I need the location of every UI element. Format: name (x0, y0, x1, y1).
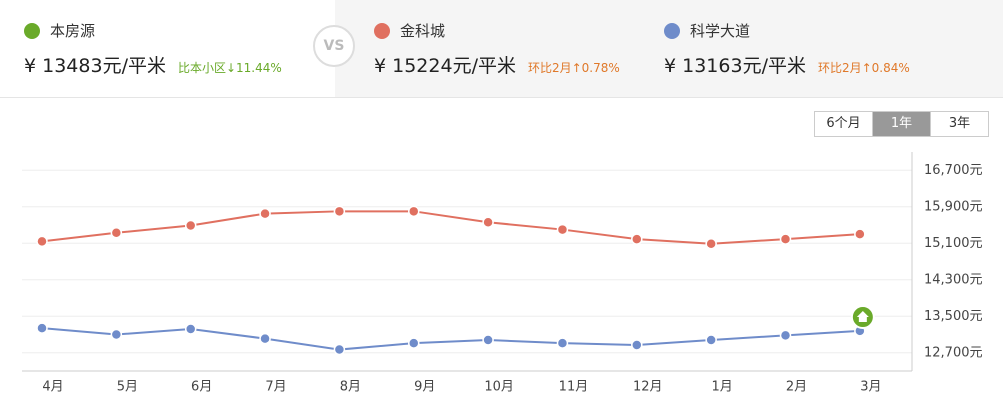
item-dot (664, 22, 680, 39)
legend-item: 科学大道 ¥ 13163元/平米 环比2月↑0.84% (664, 20, 910, 78)
range-button[interactable]: 1年 (872, 112, 930, 136)
data-point (259, 207, 271, 220)
item-name-row: 金科城 (374, 20, 620, 41)
data-point (408, 337, 420, 349)
y-tick-label: 15,900元 (924, 199, 983, 214)
item-dot (24, 22, 40, 39)
range-buttons: 6个月 1年 3年 (814, 111, 989, 137)
home-icon (856, 311, 869, 323)
item-price: ¥ 15224元/平米 (374, 55, 516, 77)
item-change: 环比2月↑0.84% (817, 61, 910, 75)
item-price: ¥ 13163元/平米 (664, 55, 806, 77)
item-price-row: ¥ 13483元/平米 比本小区↓11.44% (24, 51, 282, 78)
x-tick-label: 3月 (860, 380, 881, 395)
x-tick-label: 6月 (191, 380, 212, 395)
y-tick-label: 12,700元 (924, 345, 983, 360)
data-point (36, 322, 48, 334)
data-point (184, 219, 197, 232)
data-point (36, 235, 48, 248)
data-point (705, 334, 717, 346)
data-point (333, 205, 346, 218)
data-point (556, 337, 569, 349)
data-point (631, 339, 643, 351)
item-name-row: 科学大道 (664, 20, 910, 41)
data-point (110, 328, 123, 341)
x-tick-label: 5月 (117, 380, 138, 395)
data-point (482, 216, 494, 229)
item-name-row: 本房源 (24, 20, 282, 41)
header (0, 0, 1003, 98)
item-dot (374, 22, 390, 39)
x-tick-label: 12月 (633, 380, 663, 395)
data-point (259, 332, 271, 345)
series-line (41, 210, 860, 245)
item-price-row: ¥ 13163元/平米 环比2月↑0.84% (664, 51, 910, 78)
item-change: 环比2月↑0.78% (527, 61, 620, 75)
item-price-row: ¥ 15224元/平米 环比2月↑0.78% (374, 51, 620, 78)
item-change: 比本小区↓11.44% (177, 61, 282, 75)
x-tick-label: 7月 (265, 380, 286, 395)
data-point (408, 205, 420, 218)
data-point (482, 334, 494, 346)
item-price: ¥ 13483元/平米 (24, 55, 166, 77)
item-name: 科学大道 (690, 22, 751, 40)
x-tick-label: 8月 (340, 380, 361, 395)
series-line (41, 327, 860, 351)
x-tick-label: 11月 (559, 380, 589, 395)
data-point (184, 323, 197, 335)
header-left (0, 0, 335, 97)
x-tick-label: 10月 (484, 380, 514, 395)
y-tick-label: 13,500元 (924, 309, 983, 324)
x-tick-label: 9月 (414, 380, 435, 395)
data-point (854, 228, 866, 240)
data-point (110, 227, 123, 239)
x-tick-label: 1月 (712, 380, 733, 395)
y-tick-label: 16,700元 (924, 163, 983, 178)
item-name: 金科城 (400, 22, 446, 40)
y-tick-label: 15,100元 (924, 236, 983, 251)
data-point (631, 233, 643, 245)
data-point (556, 223, 569, 236)
data-point (705, 237, 717, 250)
legend-item: 金科城 ¥ 15224元/平米 环比2月↑0.78% (374, 20, 620, 78)
item-name: 本房源 (50, 22, 96, 40)
x-tick-label: 2月 (786, 380, 807, 395)
data-point (779, 329, 792, 342)
range-button[interactable]: 6个月 (815, 112, 872, 136)
legend-item: 本房源 ¥ 13483元/平米 比本小区↓11.44% (24, 20, 282, 78)
data-point (779, 233, 792, 245)
x-tick-label: 4月 (42, 380, 63, 395)
vs-badge: VS (313, 25, 355, 67)
data-point (333, 343, 346, 356)
range-button[interactable]: 3年 (930, 112, 988, 136)
y-tick-label: 14,300元 (924, 272, 983, 287)
